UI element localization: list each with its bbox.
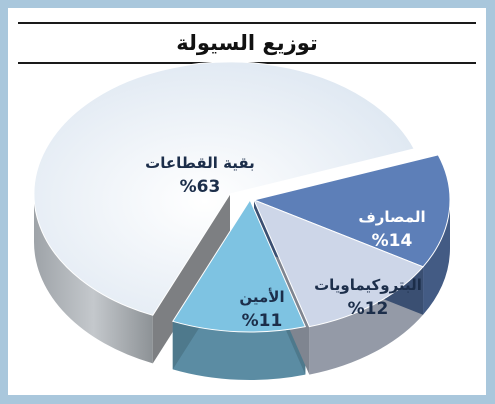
pie-slice-3 [172, 198, 307, 333]
slice-label-3: الأمين [239, 288, 284, 306]
pie-top-layer [33, 61, 451, 333]
slice-label-1: المصارف [358, 208, 425, 226]
slice-label-0: بقية القطاعات [145, 154, 255, 172]
pie-slice-0 [33, 61, 415, 316]
slice-label-2: البتروكيماويات [314, 276, 422, 294]
slice-value-1: %14 [372, 231, 413, 251]
pie-side-0 [33, 194, 153, 364]
slice-value-3: %11 [242, 311, 283, 331]
pie-slice-1 [252, 154, 451, 268]
pie-cut-0-0 [152, 194, 230, 364]
slice-value-2: %12 [348, 299, 389, 319]
chart-title: توزيع السيولة [176, 31, 318, 55]
pie-slice-2 [253, 199, 424, 328]
pie-side-3 [172, 321, 306, 380]
pie-side-1 [423, 200, 450, 315]
pie-labels-layer: المصارف %14 البتروكيماويات %12 الأمين %11 بقية… [145, 154, 425, 331]
slice-value-0: %63 [180, 177, 221, 197]
